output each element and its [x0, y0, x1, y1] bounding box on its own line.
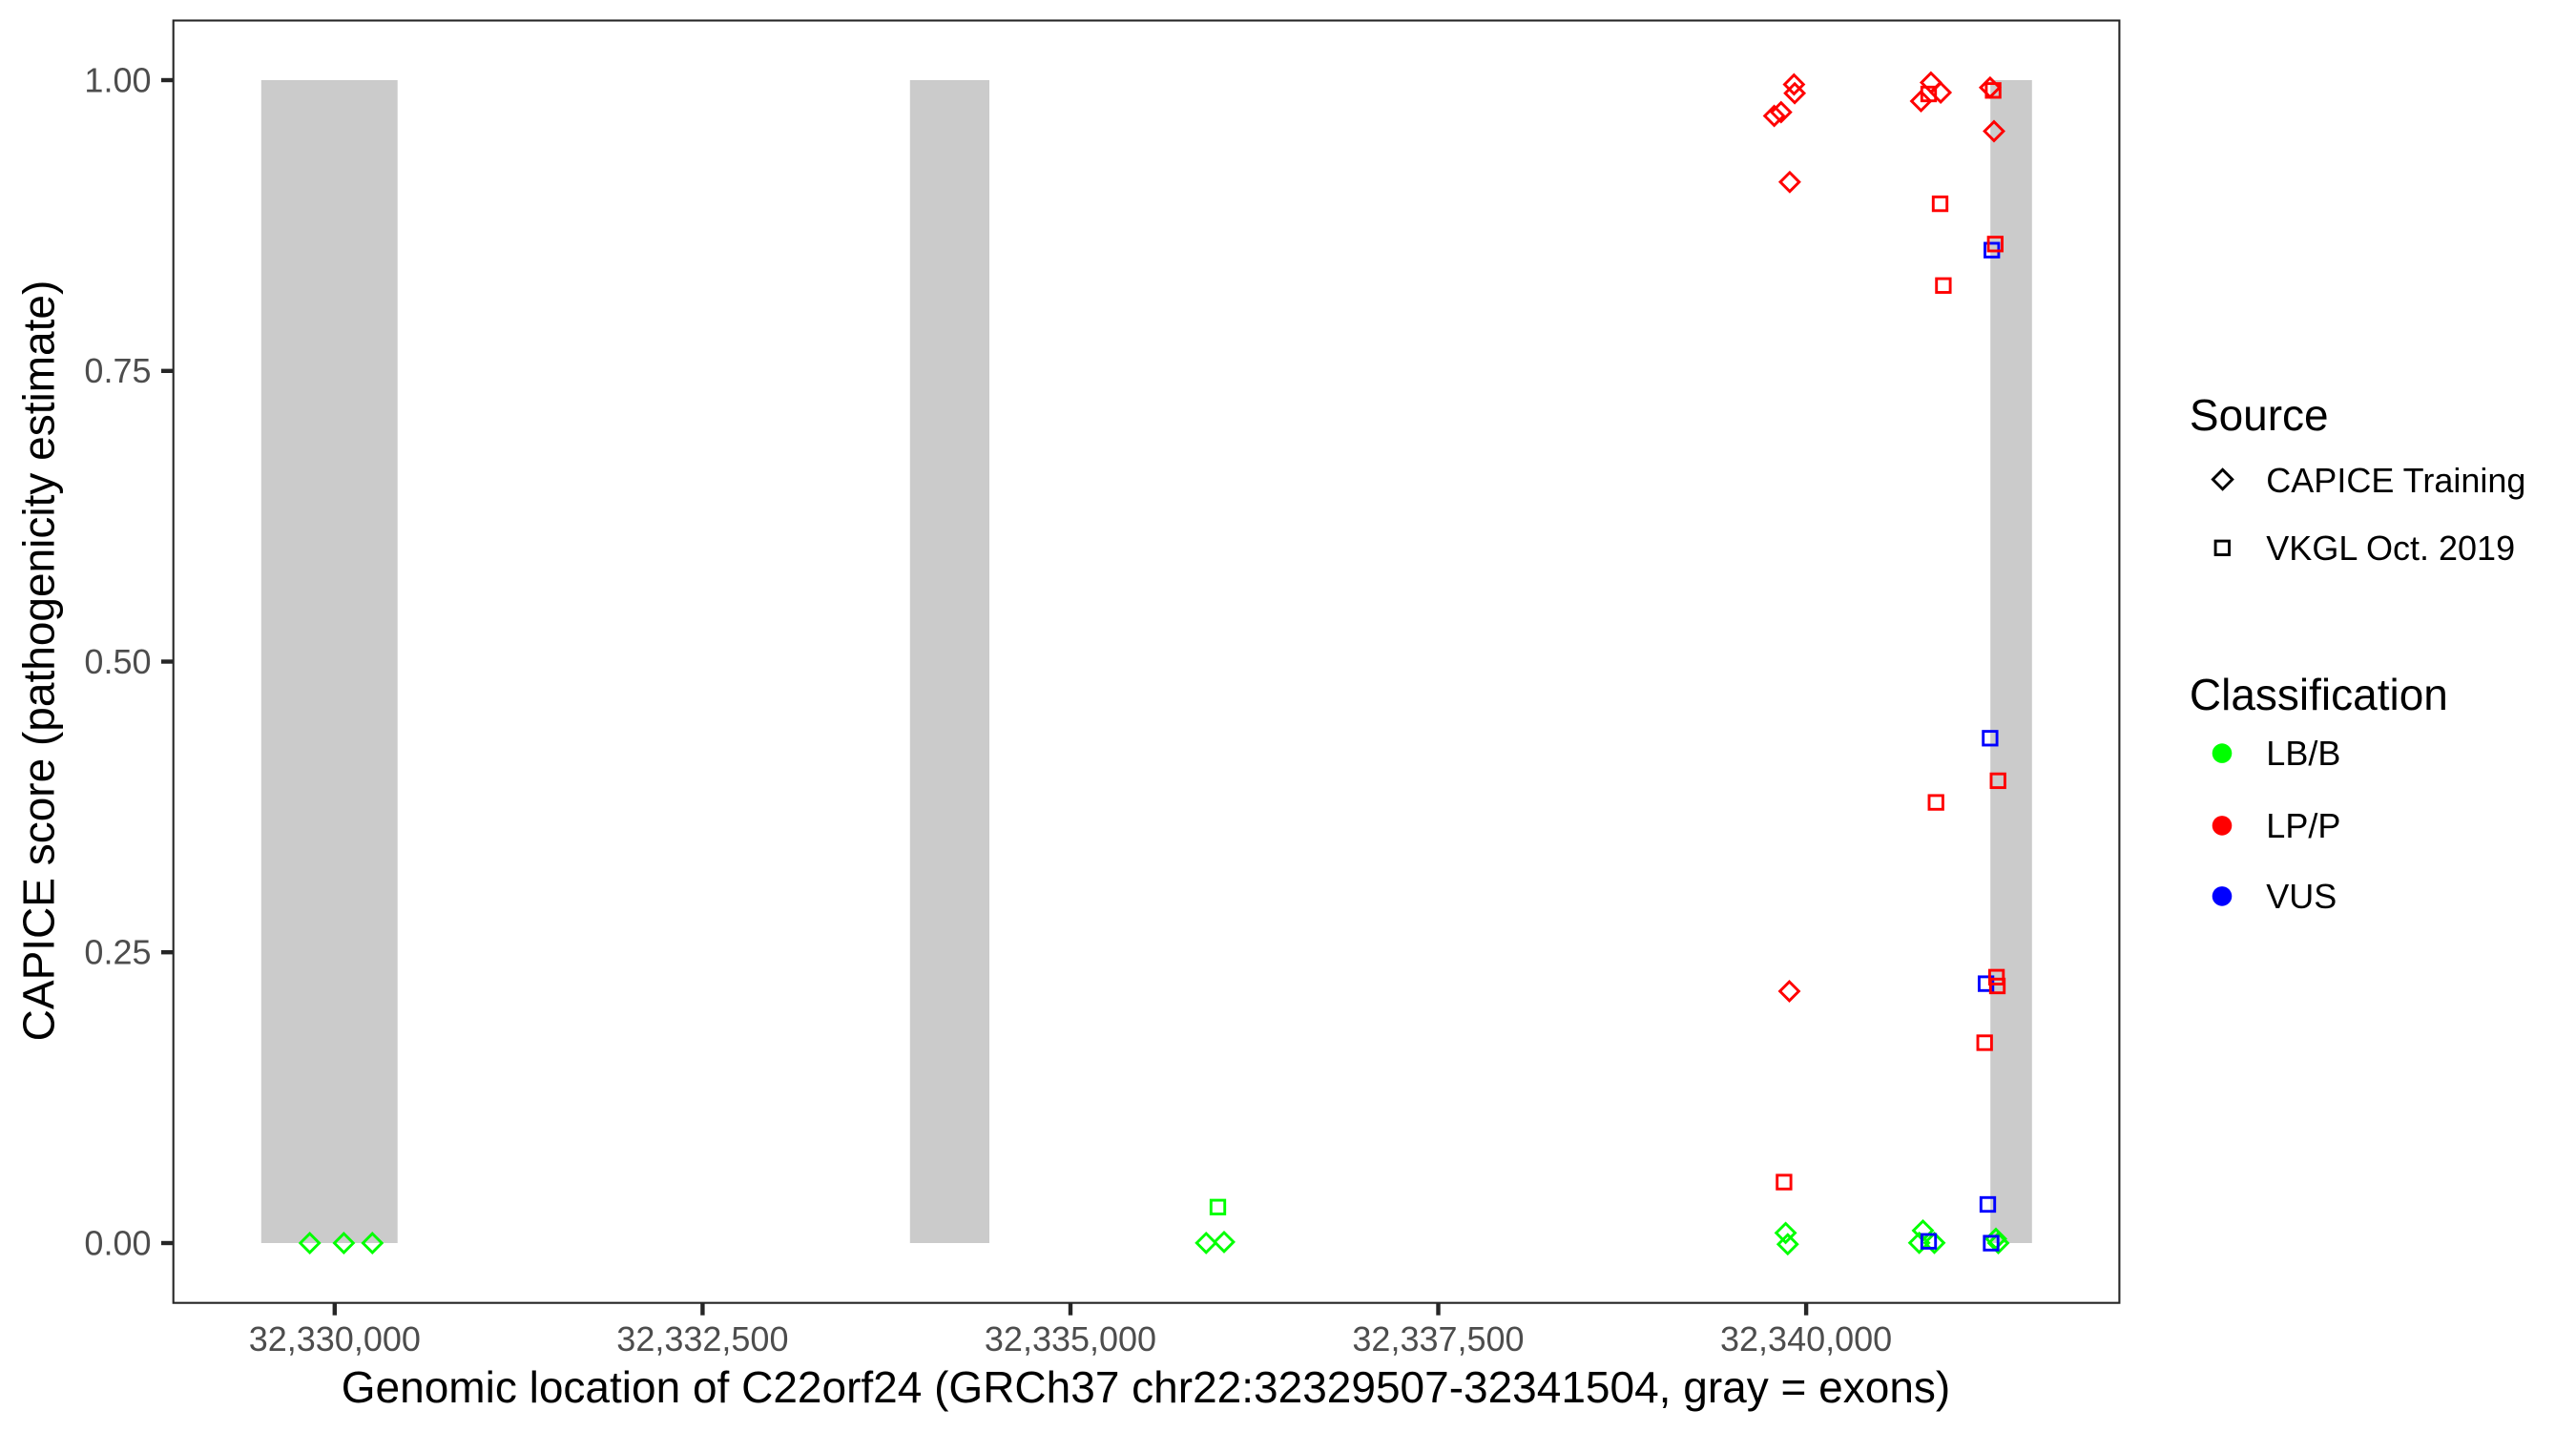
svg-text:LP/P: LP/P — [2266, 806, 2340, 845]
svg-text:LB/B: LB/B — [2266, 734, 2340, 773]
svg-text:CAPICE Training: CAPICE Training — [2266, 461, 2525, 500]
svg-text:Classification: Classification — [2190, 670, 2448, 719]
svg-text:32,335,000: 32,335,000 — [985, 1319, 1156, 1358]
svg-text:Source: Source — [2190, 390, 2329, 440]
svg-text:0.75: 0.75 — [84, 351, 151, 390]
svg-text:32,337,500: 32,337,500 — [1352, 1319, 1524, 1358]
svg-text:32,340,000: 32,340,000 — [1720, 1319, 1892, 1358]
svg-text:CAPICE score (pathogenicity es: CAPICE score (pathogenicity estimate) — [14, 280, 64, 1042]
svg-text:1.00: 1.00 — [84, 60, 151, 99]
svg-text:32,332,500: 32,332,500 — [616, 1319, 788, 1358]
svg-text:32,330,000: 32,330,000 — [249, 1319, 421, 1358]
svg-text:VUS: VUS — [2266, 877, 2337, 916]
svg-text:VKGL Oct. 2019: VKGL Oct. 2019 — [2266, 529, 2515, 568]
svg-text:0.25: 0.25 — [84, 933, 151, 972]
svg-text:0.00: 0.00 — [84, 1223, 151, 1262]
svg-text:0.50: 0.50 — [84, 642, 151, 681]
svg-text:Genomic location of C22orf24 (: Genomic location of C22orf24 (GRCh37 chr… — [342, 1362, 1950, 1412]
